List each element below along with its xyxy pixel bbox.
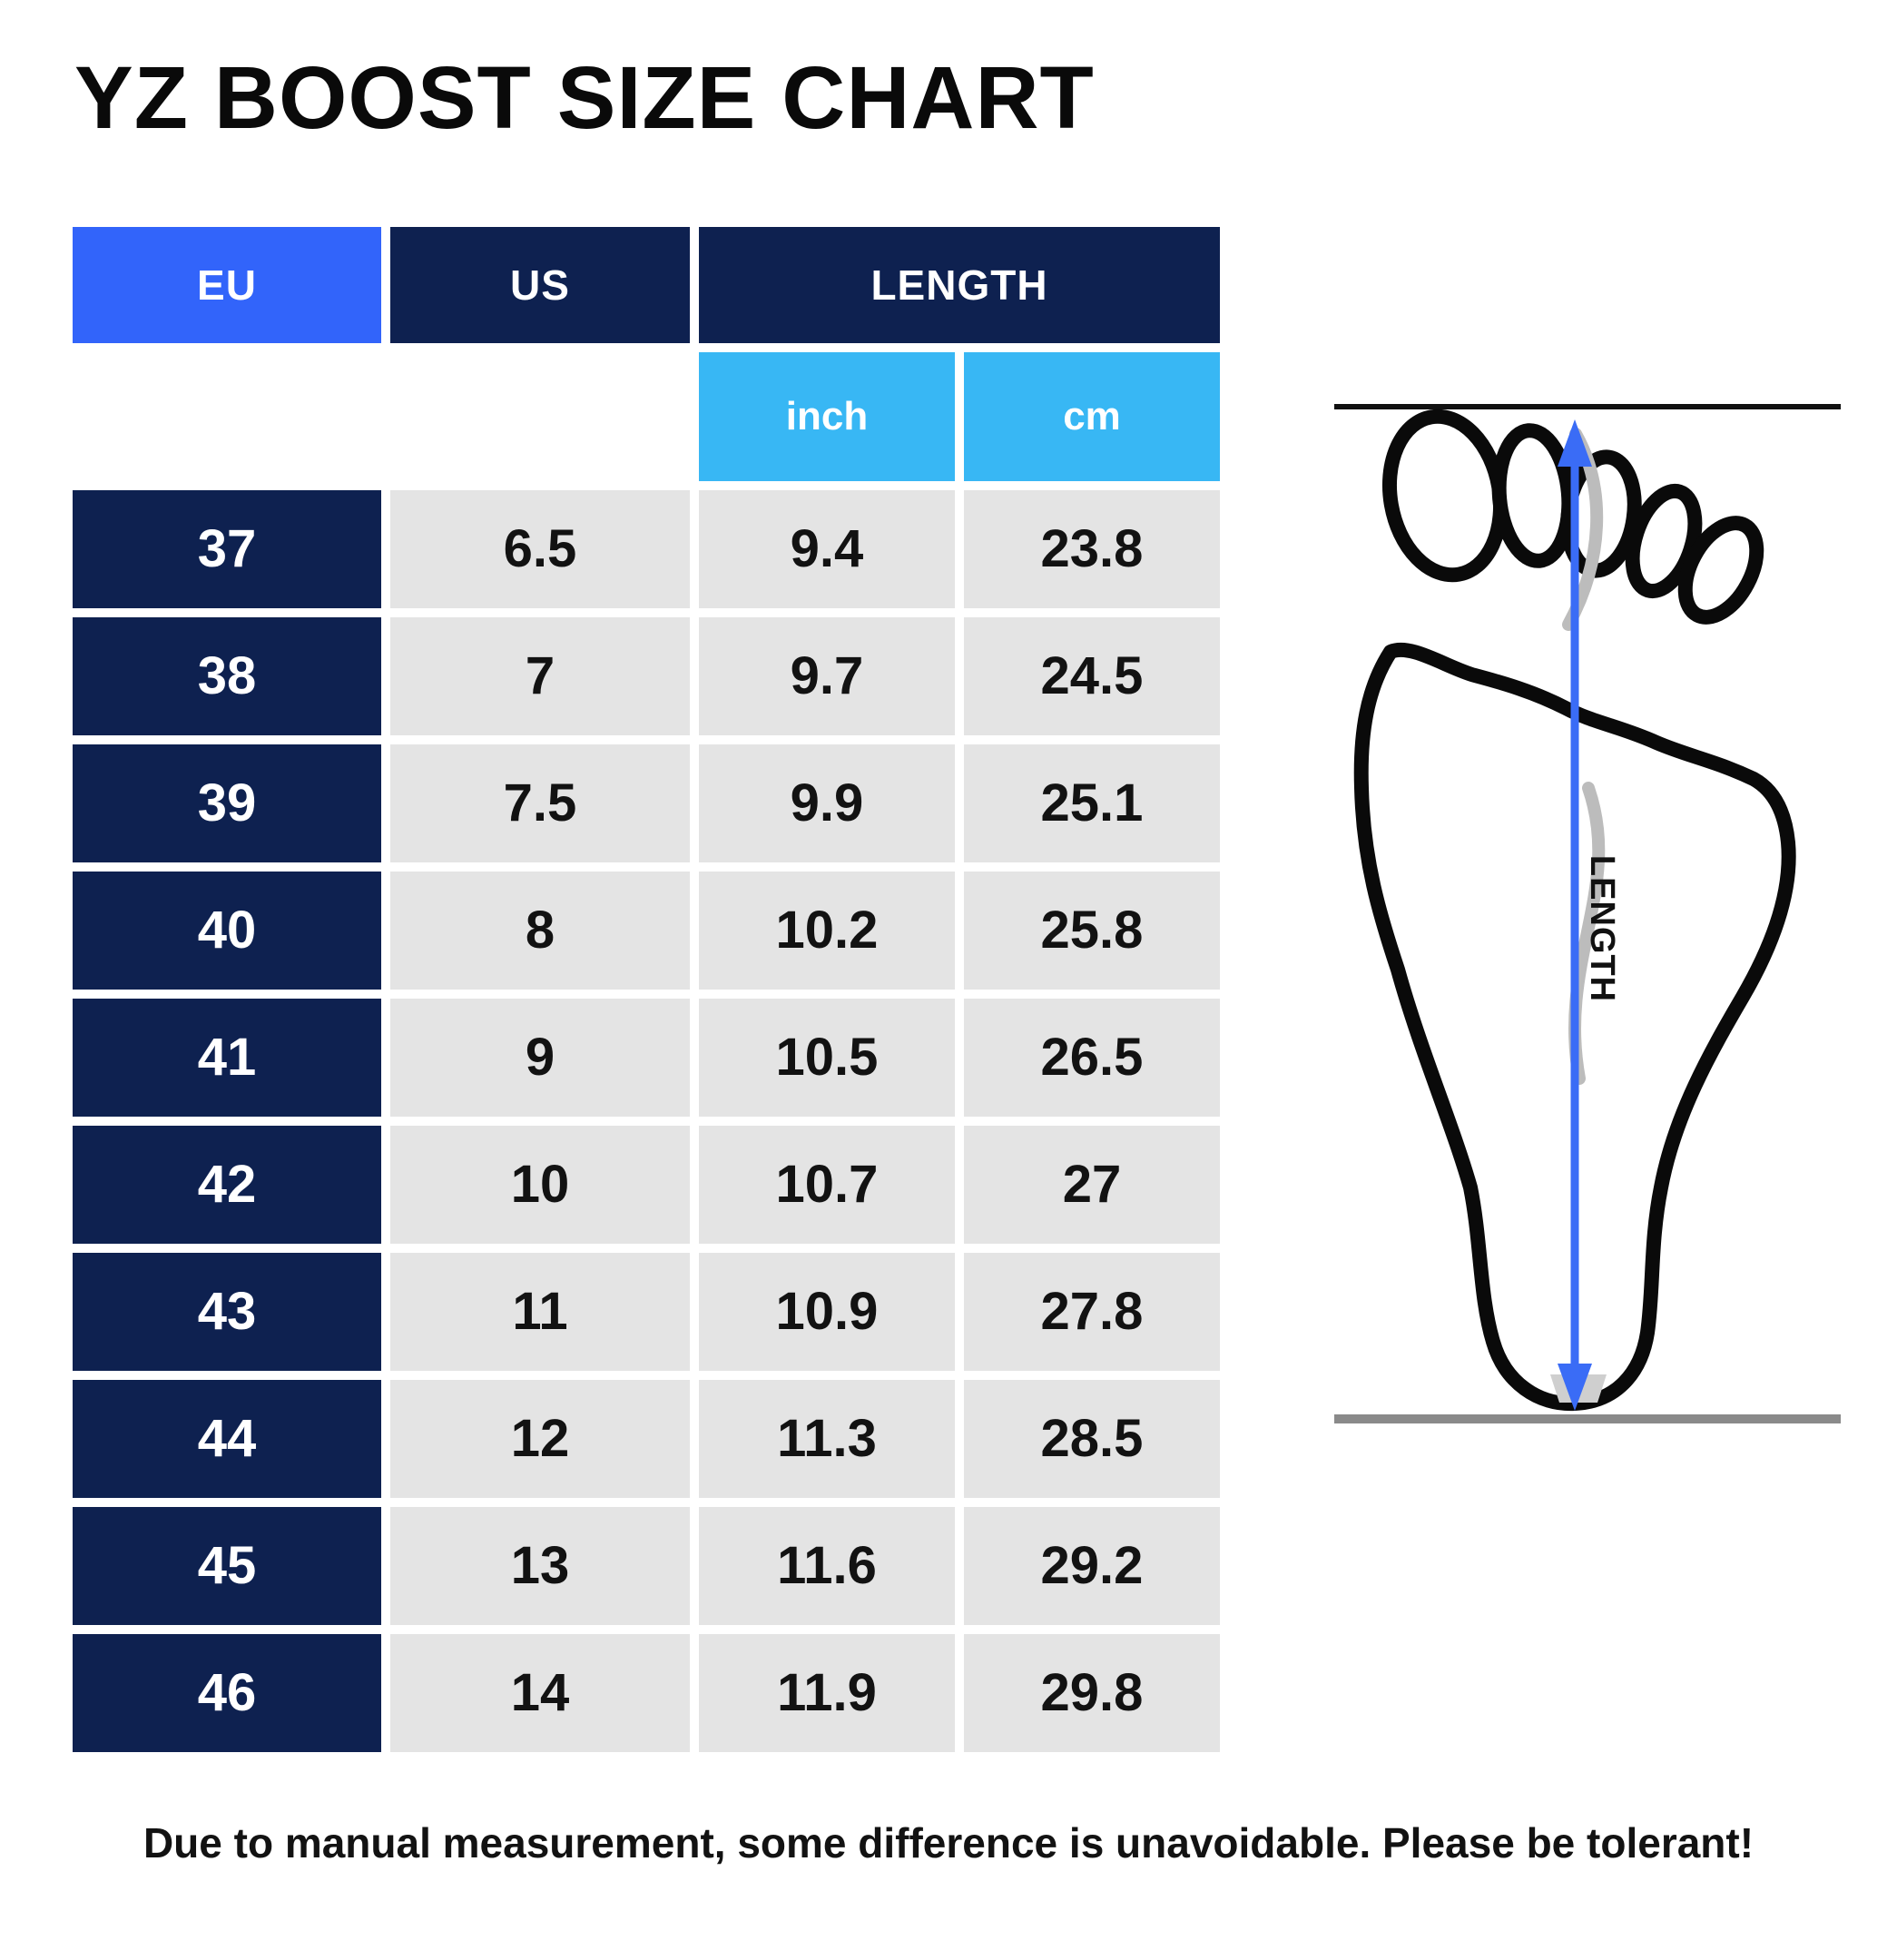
pinky-toe <box>1677 516 1764 625</box>
table-row-us-cell: 6.5 <box>390 490 690 608</box>
page-title: YZ BOOST SIZE CHART <box>74 48 1095 147</box>
table-row-inch-cell: 11.6 <box>699 1507 955 1625</box>
table-row-eu-cell: 43 <box>73 1253 381 1371</box>
table-row-cm-cell: 29.8 <box>964 1634 1220 1752</box>
table-row-inch-cell: 10.5 <box>699 999 955 1117</box>
table-row-cm-cell: 29.2 <box>964 1507 1220 1625</box>
table-row-cm-cell: 25.8 <box>964 872 1220 990</box>
table-row-us-cell: 11 <box>390 1253 690 1371</box>
table-row-cm-cell: 24.5 <box>964 617 1220 735</box>
column-header-us: US <box>390 227 690 343</box>
table-row-eu-cell: 39 <box>73 744 381 862</box>
table-row-cm-cell: 25.1 <box>964 744 1220 862</box>
table-row-eu-cell: 40 <box>73 872 381 990</box>
table-row-eu-cell: 44 <box>73 1380 381 1498</box>
measurement-disclaimer: Due to manual measurement, some differen… <box>143 1819 1754 1866</box>
length-label: LENGTH <box>1583 855 1621 1002</box>
table-row-eu-cell: 37 <box>73 490 381 608</box>
table-row-inch-cell: 9.7 <box>699 617 955 735</box>
table-row-us-cell: 13 <box>390 1507 690 1625</box>
table-row-cm-cell: 28.5 <box>964 1380 1220 1498</box>
foot-measurement-diagram: LENGTH <box>1334 404 1841 1423</box>
table-row-cm-cell: 26.5 <box>964 999 1220 1117</box>
column-header-eu: EU <box>73 227 381 343</box>
table-row-us-cell: 7 <box>390 617 690 735</box>
table-row-inch-cell: 10.7 <box>699 1126 955 1244</box>
table-row-cm-cell: 27 <box>964 1126 1220 1244</box>
subheader-cm: cm <box>964 352 1220 481</box>
table-row-us-cell: 14 <box>390 1634 690 1752</box>
table-row-eu-cell: 45 <box>73 1507 381 1625</box>
table-row-inch-cell: 11.9 <box>699 1634 955 1752</box>
subheader-inch: inch <box>699 352 955 481</box>
length-arrowhead-bottom <box>1558 1364 1592 1411</box>
second-toe <box>1491 423 1577 568</box>
table-row-us-cell: 7.5 <box>390 744 690 862</box>
spacer-cell <box>390 352 690 481</box>
table-row-inch-cell: 10.9 <box>699 1253 955 1371</box>
length-arrowhead-top <box>1558 419 1592 467</box>
table-row-inch-cell: 11.3 <box>699 1380 955 1498</box>
table-row-us-cell: 10 <box>390 1126 690 1244</box>
table-row-cm-cell: 27.8 <box>964 1253 1220 1371</box>
column-header-length: LENGTH <box>699 227 1220 343</box>
table-row-inch-cell: 9.4 <box>699 490 955 608</box>
table-row-us-cell: 8 <box>390 872 690 990</box>
table-row-inch-cell: 10.2 <box>699 872 955 990</box>
table-row-eu-cell: 46 <box>73 1634 381 1752</box>
table-row-us-cell: 9 <box>390 999 690 1117</box>
spacer-cell <box>73 352 381 481</box>
table-row-cm-cell: 23.8 <box>964 490 1220 608</box>
table-row-eu-cell: 41 <box>73 999 381 1117</box>
table-row-inch-cell: 9.9 <box>699 744 955 862</box>
table-row-us-cell: 12 <box>390 1380 690 1498</box>
size-table: EU US LENGTH inch cm 37 6.5 9.4 23.8 38 … <box>73 227 1220 1752</box>
table-row-eu-cell: 38 <box>73 617 381 735</box>
length-arrow <box>1558 419 1592 1411</box>
table-row-eu-cell: 42 <box>73 1126 381 1244</box>
